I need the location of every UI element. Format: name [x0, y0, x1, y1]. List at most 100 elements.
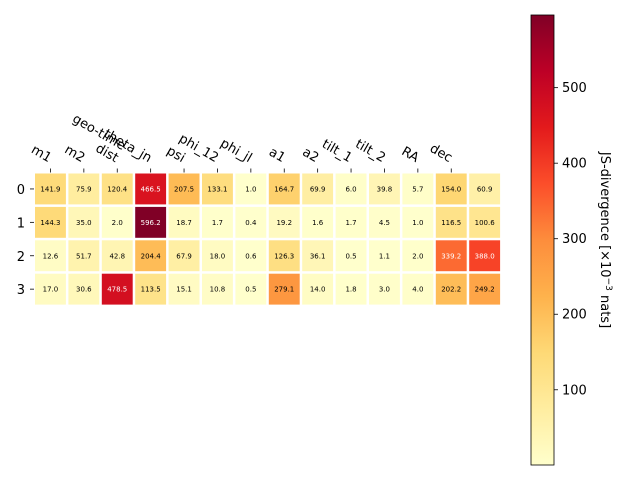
heatmap-cell — [35, 273, 66, 305]
cell-value-label: 39.8 — [377, 185, 393, 193]
heatmap-cell — [235, 273, 267, 305]
heatmap-cell — [435, 240, 467, 272]
column-label: m1 — [28, 143, 54, 166]
heatmap-cell — [135, 273, 167, 305]
cell-value-label: 1.7 — [212, 219, 223, 227]
cell-value-label: 18.0 — [210, 252, 226, 260]
heatmap-cell — [469, 273, 501, 305]
heatmap-cell — [469, 240, 501, 272]
cell-value-label: 339.2 — [441, 252, 461, 260]
heatmap-cell — [302, 173, 334, 205]
heatmap-cell — [402, 273, 434, 305]
cell-value-label: 204.4 — [141, 252, 162, 260]
heatmap-cell — [335, 206, 367, 238]
heatmap-cell — [168, 206, 200, 238]
heatmap-cell — [168, 273, 200, 305]
heatmap-cell — [402, 240, 434, 272]
colorbar-label-main: JS-divergence [×10 — [597, 151, 612, 278]
cell-value-label: 133.1 — [207, 185, 227, 193]
heatmap-cell — [202, 173, 233, 205]
cell-value-label: 2.0 — [412, 252, 423, 260]
heatmap-cell — [302, 273, 334, 305]
row-labels: 0 1 2 3 — [17, 183, 34, 298]
heatmap-cell — [469, 173, 501, 205]
heatmap-cell — [268, 206, 300, 238]
heatmap-cell — [369, 173, 400, 205]
row-label: 1 — [17, 216, 25, 231]
cell-value-label: 202.2 — [441, 286, 461, 294]
heatmap-cell — [68, 240, 100, 272]
cell-value-label: 0.5 — [345, 252, 356, 260]
cell-value-label: 18.7 — [176, 219, 192, 227]
heatmap-cell — [35, 240, 66, 272]
colorbar-label: JS-divergence [×10−3 nats] — [597, 151, 613, 328]
heatmap-cell — [168, 240, 200, 272]
cell-value-label: 126.3 — [274, 252, 294, 260]
heatmap-cell — [35, 173, 66, 205]
cell-value-label: 1.6 — [312, 219, 324, 227]
cell-value-label: 388.0 — [475, 252, 495, 260]
cell-value-label: 141.9 — [40, 185, 60, 193]
cell-value-label: 4.0 — [412, 286, 423, 294]
heatmap-cell — [335, 173, 367, 205]
heatmap-cell — [235, 206, 267, 238]
colorbar-tick-label: 200 — [562, 308, 587, 323]
cell-value-label: 17.0 — [43, 286, 59, 294]
cell-value-label: 4.5 — [379, 219, 390, 227]
heatmap-cell — [135, 240, 167, 272]
cell-value-label: 15.1 — [176, 286, 192, 294]
heatmap-cell — [302, 240, 334, 272]
cell-value-label: 113.5 — [141, 286, 161, 294]
column-label: a2 — [300, 145, 322, 166]
cell-value-label: 10.8 — [210, 286, 226, 294]
heatmap-cell — [68, 206, 100, 238]
colorbar-tick-label: 100 — [562, 383, 587, 398]
column-label: tilt_2 — [353, 137, 388, 166]
cell-value-label: 0.4 — [245, 219, 257, 227]
cell-value-label: 42.8 — [109, 252, 125, 260]
heatmap-cell — [202, 273, 233, 305]
cell-value-label: 1.8 — [345, 286, 356, 294]
column-label: dec — [427, 141, 455, 166]
cell-value-label: 6.0 — [345, 185, 356, 193]
heatmap-cell — [101, 273, 133, 305]
heatmap-cells: 141.9 75.9 120.4 466.5 207.5 133.1 1.0 164.7 69.… — [35, 173, 501, 305]
cell-value-label: 30.6 — [76, 286, 92, 294]
colorbar-gradient — [530, 14, 555, 466]
colorbar-tick-label: 300 — [562, 232, 587, 247]
cell-value-label: 1.0 — [412, 219, 423, 227]
row-label: 0 — [17, 183, 25, 198]
heatmap-cell — [235, 173, 267, 205]
cell-value-label: 1.0 — [245, 185, 256, 193]
cell-value-label: 466.5 — [141, 185, 161, 193]
colorbar-ticks: 100 200 300 400 500 — [554, 81, 587, 398]
colorbar-label-exponent: −3 — [603, 278, 613, 291]
cell-value-label: 69.9 — [310, 185, 326, 193]
heatmap-cell — [68, 173, 100, 205]
heatmap-cell — [402, 206, 434, 238]
cell-value-label: 60.9 — [477, 185, 493, 193]
cell-value-label: 100.6 — [475, 219, 496, 227]
heatmap-cell — [135, 206, 167, 238]
heatmap-cell — [202, 206, 233, 238]
cell-value-label: 596.2 — [141, 219, 161, 227]
cell-value-label: 144.3 — [40, 219, 60, 227]
row-label: 3 — [17, 283, 25, 298]
cell-value-label: 1.7 — [345, 219, 356, 227]
heatmap-cell — [369, 240, 400, 272]
cell-value-label: 3.0 — [379, 286, 390, 294]
cell-value-label: 14.0 — [310, 286, 326, 294]
cell-value-label: 36.1 — [310, 252, 326, 260]
colorbar: 100 200 300 400 500 JS-divergence [×10−3 nat… — [530, 14, 613, 466]
heatmap-cell — [302, 206, 334, 238]
colorbar-tick-label: 500 — [562, 81, 587, 96]
colorbar-tick-label: 400 — [562, 157, 587, 172]
heatmap-cell — [202, 240, 233, 272]
heatmap-cell — [35, 206, 66, 238]
heatmap-cell — [68, 273, 100, 305]
column-label: tilt_1 — [319, 137, 354, 166]
heatmap-cell — [402, 173, 434, 205]
cell-value-label: 19.2 — [276, 219, 292, 227]
